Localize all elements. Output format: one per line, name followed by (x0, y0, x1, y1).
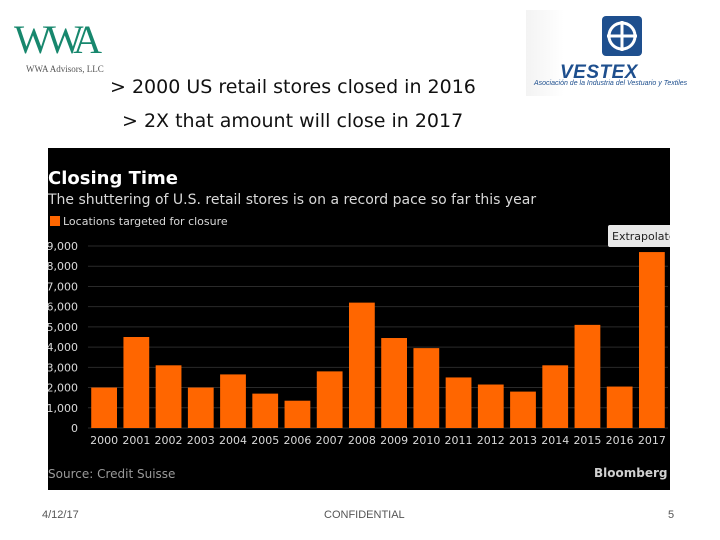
y-tick-label: 5,000 (48, 321, 78, 334)
bar-2003 (187, 387, 214, 428)
footer-confidential: CONFIDENTIAL (324, 509, 405, 521)
legend-swatch (50, 216, 60, 226)
chart-source: Source: Credit Suisse (48, 467, 175, 481)
y-tick-label: 3,000 (48, 361, 78, 374)
bar-2007 (316, 371, 343, 428)
wwa-logo-subtitle: WWA Advisors, LLC (26, 64, 104, 74)
x-tick-label-2010: 2010 (412, 434, 440, 447)
bar-2017 (639, 252, 665, 428)
footer-date: 4/12/17 (42, 509, 79, 521)
bar-2005 (252, 393, 279, 428)
bar-2006 (284, 400, 311, 428)
chart-title: Closing Time (48, 168, 178, 189)
x-tick-label-2005: 2005 (251, 434, 279, 447)
bar-2011 (445, 377, 472, 428)
y-tick-label: 7,000 (48, 280, 78, 293)
vestex-wordmark: VESTEX (560, 62, 638, 83)
annotation-box (608, 225, 676, 247)
x-tick-label-2000: 2000 (90, 434, 118, 447)
legend-label: Locations targeted for closure (63, 215, 228, 228)
x-tick-label-2017: 2017 (638, 434, 666, 447)
x-tick-label-2001: 2001 (122, 434, 150, 447)
x-tick-label-2006: 2006 (283, 434, 311, 447)
vestex-logo: VESTEX Asociación de la Industria del Ve… (526, 10, 716, 96)
wwa-advisors-logo: WWA WWA Advisors, LLC (14, 20, 124, 76)
y-tick-label: 6,000 (48, 301, 78, 314)
closing-time-chart: Closing Time The shuttering of U.S. reta… (47, 148, 683, 490)
y-tick-label: 0 (71, 422, 78, 435)
vestex-tagline: Asociación de la Industria del Vestuario… (534, 80, 688, 87)
bar-2004 (220, 374, 246, 428)
bar-2016 (606, 386, 633, 428)
chart-svg: Closing Time The shuttering of U.S. reta… (47, 168, 683, 481)
x-tick-label-2009: 2009 (380, 434, 408, 447)
bar-2000 (91, 387, 117, 428)
bar-2015 (574, 324, 601, 428)
x-tick-label-2004: 2004 (219, 434, 247, 447)
bloomberg-brand: Bloomberg (594, 466, 668, 480)
bar-2009 (381, 338, 407, 428)
x-tick-label-2014: 2014 (541, 434, 569, 447)
x-tick-label-2011: 2011 (445, 434, 473, 447)
bar-2010 (413, 348, 440, 428)
chart-subtitle: The shuttering of U.S. retail stores is … (48, 192, 536, 208)
y-tick-label: 2,000 (48, 382, 78, 395)
y-tick-label: 4,000 (48, 341, 78, 354)
x-tick-label-2015: 2015 (573, 434, 601, 447)
headline-line-1: > 2000 US retail stores closed in 2016 (110, 76, 476, 98)
y-tick-label: 8,000 (48, 260, 78, 273)
bar-2013 (510, 391, 536, 428)
x-tick-label-2013: 2013 (509, 434, 537, 447)
x-tick-label-2007: 2007 (316, 434, 344, 447)
bar-2002 (155, 365, 182, 428)
headline-line-2: > 2X that amount will close in 2017 (122, 110, 464, 132)
x-tick-label-2016: 2016 (606, 434, 634, 447)
x-tick-label-2012: 2012 (477, 434, 505, 447)
bar-2012 (477, 384, 504, 428)
bar-2001 (123, 337, 150, 428)
y-tick-label: 9,000 (48, 240, 78, 253)
x-tick-label-2002: 2002 (155, 434, 183, 447)
y-tick-label: 1,000 (48, 402, 78, 415)
annotation-label: Extrapolated (612, 230, 670, 243)
x-tick-label-2008: 2008 (348, 434, 376, 447)
footer-page-number: 5 (668, 509, 675, 521)
x-tick-label-2003: 2003 (187, 434, 215, 447)
vestex-emblem-icon (602, 16, 642, 56)
wwa-logo-mark: WWA (14, 17, 102, 62)
bar-2008 (349, 302, 375, 428)
bar-2014 (542, 365, 569, 428)
